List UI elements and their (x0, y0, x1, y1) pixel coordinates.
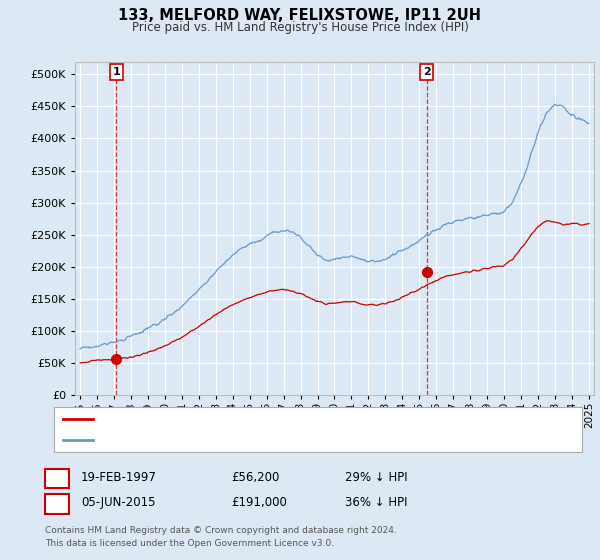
Text: 133, MELFORD WAY, FELIXSTOWE, IP11 2UH (detached house): 133, MELFORD WAY, FELIXSTOWE, IP11 2UH (… (99, 414, 440, 424)
Text: This data is licensed under the Open Government Licence v3.0.: This data is licensed under the Open Gov… (45, 539, 334, 548)
Text: 1: 1 (53, 470, 61, 484)
Text: 19-FEB-1997: 19-FEB-1997 (81, 470, 157, 484)
Text: HPI: Average price, detached house, East Suffolk: HPI: Average price, detached house, East… (99, 435, 366, 445)
Text: 2: 2 (423, 67, 430, 77)
Text: 36% ↓ HPI: 36% ↓ HPI (345, 496, 407, 509)
Text: 2: 2 (53, 496, 61, 509)
Text: 05-JUN-2015: 05-JUN-2015 (81, 496, 155, 509)
Text: £56,200: £56,200 (231, 470, 280, 484)
Text: £191,000: £191,000 (231, 496, 287, 509)
Text: 133, MELFORD WAY, FELIXSTOWE, IP11 2UH: 133, MELFORD WAY, FELIXSTOWE, IP11 2UH (119, 8, 482, 24)
Text: Price paid vs. HM Land Registry's House Price Index (HPI): Price paid vs. HM Land Registry's House … (131, 21, 469, 34)
Text: Contains HM Land Registry data © Crown copyright and database right 2024.: Contains HM Land Registry data © Crown c… (45, 526, 397, 535)
Text: 1: 1 (112, 67, 120, 77)
Text: 29% ↓ HPI: 29% ↓ HPI (345, 470, 407, 484)
